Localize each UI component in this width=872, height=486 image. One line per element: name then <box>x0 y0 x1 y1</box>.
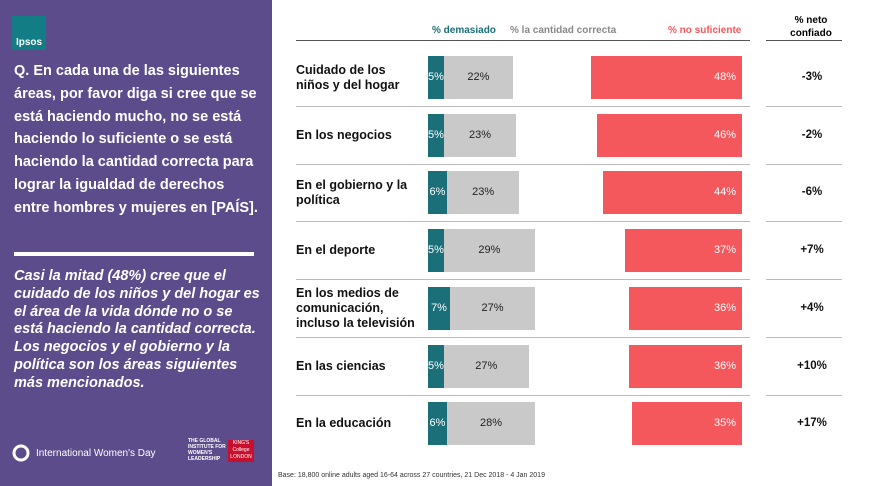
value-label: 37% <box>713 244 736 257</box>
value-label: 36% <box>713 359 736 372</box>
row-separator <box>766 221 842 223</box>
value-label: 48% <box>713 71 736 83</box>
value-label: 22% <box>467 71 490 83</box>
bar <box>443 56 514 99</box>
value-label: 5% <box>428 244 444 257</box>
value-label: 36% <box>713 301 736 314</box>
header-rule <box>766 40 842 41</box>
bar <box>428 344 444 388</box>
net-value: +10% <box>797 359 827 372</box>
footer-logo: THE GLOBAL INSTITUTE FOR WOMEN'S LEADERS… <box>188 438 226 462</box>
value-label: 28% <box>479 417 502 430</box>
bar <box>450 286 536 330</box>
bar <box>603 171 742 215</box>
footer-logo: International Women's Day <box>12 444 156 462</box>
value-label: 7% <box>431 301 447 314</box>
value-label: 6% <box>429 186 446 199</box>
category-label: Cuidado de los niños y del hogar <box>296 62 400 92</box>
value-label: 23% <box>468 128 491 141</box>
legend-label: % la cantidad correcta <box>510 25 617 36</box>
bar <box>631 402 742 446</box>
bar <box>428 171 447 215</box>
net-value: +4% <box>800 301 824 314</box>
bar <box>428 402 447 446</box>
category-label: En los negocios <box>296 127 392 142</box>
row-separator <box>296 221 750 223</box>
value-label: 44% <box>713 186 736 199</box>
bar <box>443 113 517 157</box>
row-separator <box>766 106 842 107</box>
value-label: 29% <box>478 244 501 257</box>
net-header: % neto confiado <box>790 15 832 39</box>
net-value: +7% <box>800 244 824 257</box>
row-separator <box>766 163 842 165</box>
legend-label: % no suficiente <box>668 25 742 36</box>
row-separator <box>296 279 750 281</box>
legend-label: % demasiado <box>432 25 496 36</box>
net-value: -6% <box>801 186 823 199</box>
value-label: 46% <box>713 128 736 141</box>
iwd-icon <box>12 444 30 462</box>
question: Q. En cada una de las siguientes áreas, … <box>14 63 258 216</box>
row-separator <box>296 163 750 165</box>
category-label: En el deporte <box>296 243 376 258</box>
bar <box>597 113 742 157</box>
value-label: 6% <box>429 417 446 430</box>
value-label: 35% <box>713 417 736 430</box>
bar <box>628 286 742 330</box>
net-value: -3% <box>801 71 823 83</box>
bar <box>625 229 742 273</box>
category-label: En los medios de comunicación, incluso l… <box>296 285 415 330</box>
row-separator <box>766 336 842 338</box>
summary: Casi la mitad (48%) cree que el cuidado … <box>14 268 260 391</box>
row-separator <box>766 279 842 281</box>
category-label: En el gobierno y la política <box>296 177 408 207</box>
value-label: 5% <box>428 128 444 141</box>
value-label: 23% <box>472 186 495 199</box>
bar <box>428 113 444 157</box>
footer-text: International Women's Day <box>36 447 156 459</box>
bar <box>428 286 451 330</box>
logo: Ipsos <box>12 16 46 50</box>
bar <box>443 229 536 273</box>
bar <box>428 229 444 273</box>
footer-logo: KING'S College LONDON <box>228 440 254 462</box>
row-separator <box>296 394 750 396</box>
row-separator <box>296 336 750 338</box>
note: Base: 18,800 online adults aged 16-64 ac… <box>278 472 545 479</box>
bar <box>590 56 742 99</box>
category-label: En la educación <box>296 416 392 431</box>
row-separator <box>296 106 750 107</box>
value-label: 27% <box>475 359 498 372</box>
bar <box>628 344 742 388</box>
divider <box>14 252 254 256</box>
left-panel: Ipsos Q. En cada una de las siguientes á… <box>0 0 272 486</box>
bar <box>428 56 444 99</box>
bar <box>446 402 536 446</box>
value-label: 5% <box>428 71 444 83</box>
row-separator <box>766 394 842 396</box>
bar <box>443 344 529 388</box>
bar <box>446 171 520 215</box>
category-label: En las ciencias <box>296 358 386 373</box>
header-rule <box>296 40 750 41</box>
net-value: +17% <box>797 417 827 430</box>
value-label: 27% <box>481 301 504 314</box>
net-value: -2% <box>801 128 823 141</box>
value-label: 5% <box>428 359 444 372</box>
